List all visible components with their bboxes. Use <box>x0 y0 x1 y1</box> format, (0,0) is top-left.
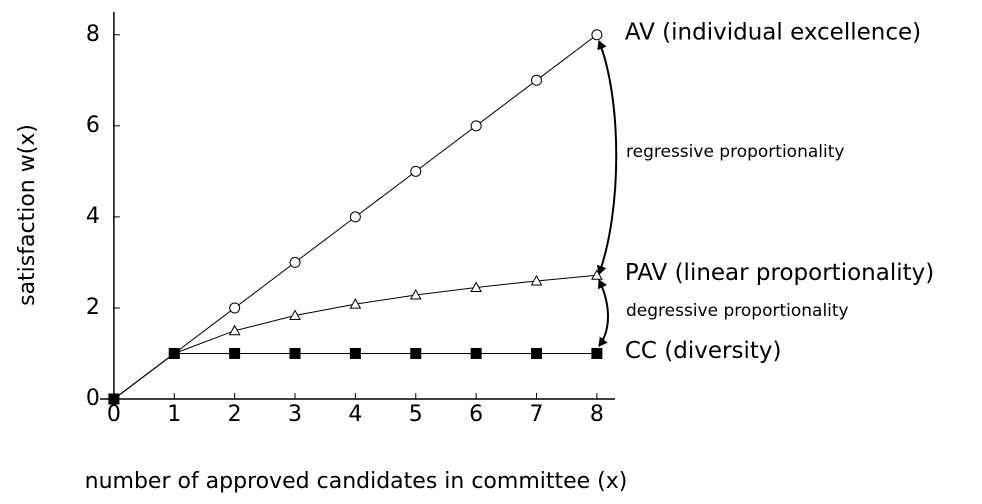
series-line <box>113 274 597 400</box>
data-point <box>349 347 361 359</box>
x-tick-label: 8 <box>590 402 604 427</box>
annotation: degressive proportionality <box>626 301 849 321</box>
data-point <box>229 347 241 359</box>
data-point <box>410 165 422 177</box>
y-tick-label: 2 <box>86 295 100 320</box>
data-point <box>289 309 301 321</box>
x-axis-label: number of approved candidates in committ… <box>85 469 628 494</box>
data-point <box>289 256 301 268</box>
data-point <box>531 347 543 359</box>
series-label: AV (individual excellence) <box>625 19 921 45</box>
series-line <box>113 352 597 400</box>
data-point <box>470 347 482 359</box>
series-label: PAV (linear proportionality) <box>625 260 934 286</box>
x-tick-label: 1 <box>167 402 181 427</box>
x-tick-label: 0 <box>107 402 121 427</box>
arrow <box>597 279 609 347</box>
data-point <box>228 324 241 336</box>
data-point <box>591 29 603 41</box>
data-point <box>229 302 241 314</box>
data-point <box>349 298 362 309</box>
y-axis-label: satisfaction w(x) <box>15 124 40 306</box>
x-tick-label: 5 <box>409 402 423 427</box>
data-point <box>349 211 361 223</box>
data-point <box>530 274 543 286</box>
x-tick-label: 3 <box>288 402 302 427</box>
annotation: regressive proportionality <box>626 142 844 162</box>
y-tick-label: 4 <box>86 204 100 229</box>
data-point <box>591 347 603 359</box>
y-tick-label: 6 <box>86 113 100 138</box>
x-tick-label: 6 <box>469 402 483 427</box>
series-label: CC (diversity) <box>625 338 782 364</box>
data-point <box>289 347 301 359</box>
data-point <box>470 281 482 292</box>
x-tick-label: 2 <box>228 402 242 427</box>
x-tick-label: 7 <box>530 402 544 427</box>
data-point <box>531 74 543 86</box>
data-point <box>409 289 422 300</box>
x-tick-label: 4 <box>348 402 362 427</box>
data-point <box>108 393 120 405</box>
data-point <box>470 120 482 132</box>
data-point <box>168 347 180 359</box>
arrow <box>596 40 618 275</box>
data-point <box>410 347 422 359</box>
y-tick-label: 8 <box>86 22 100 47</box>
data-point <box>591 269 603 280</box>
y-tick-label: 0 <box>86 386 100 411</box>
